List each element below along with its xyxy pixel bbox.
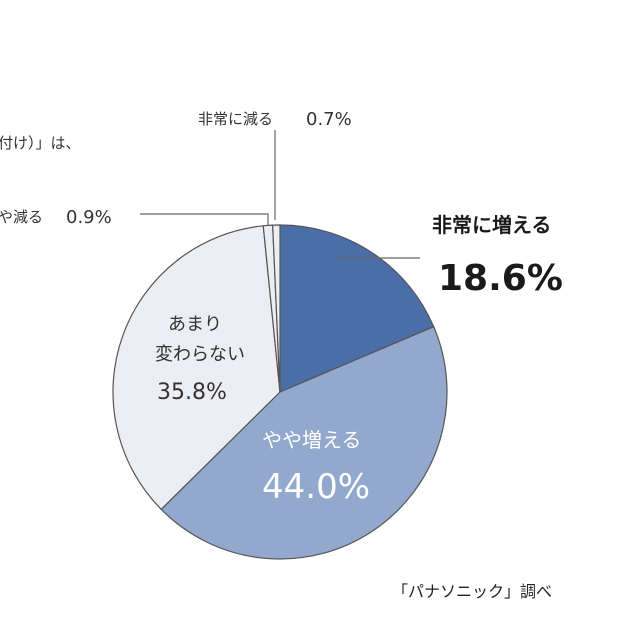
value-slight-decrease: 0.9% xyxy=(66,207,112,228)
value-no-change: 35.8% xyxy=(157,380,227,405)
value-very-decrease: 0.7% xyxy=(306,109,352,130)
pie-slice-very-decrease xyxy=(272,224,281,393)
label-slight-increase: やや増える xyxy=(262,428,361,452)
source-note: 「パナソニック」調べ xyxy=(392,582,552,601)
pie-slice-slight-increase xyxy=(160,325,448,560)
label-slight-decrease: や減る xyxy=(0,208,43,226)
pie-slice-very-increase xyxy=(279,224,435,393)
label-no-change-line1: あまり xyxy=(168,314,222,335)
label-no-change-line2: 変わらない xyxy=(155,344,245,365)
leader-line-slight-decrease xyxy=(140,213,269,225)
value-slight-increase: 44.0% xyxy=(262,467,370,507)
pie-slice-no-change xyxy=(112,225,281,511)
pie-slices xyxy=(112,224,448,560)
header-fragment: 付け）」は、 xyxy=(0,134,81,152)
label-very-increase: 非常に増える xyxy=(432,213,551,237)
label-very-decrease: 非常に減る xyxy=(198,110,273,128)
value-very-increase: 18.6% xyxy=(438,258,563,299)
